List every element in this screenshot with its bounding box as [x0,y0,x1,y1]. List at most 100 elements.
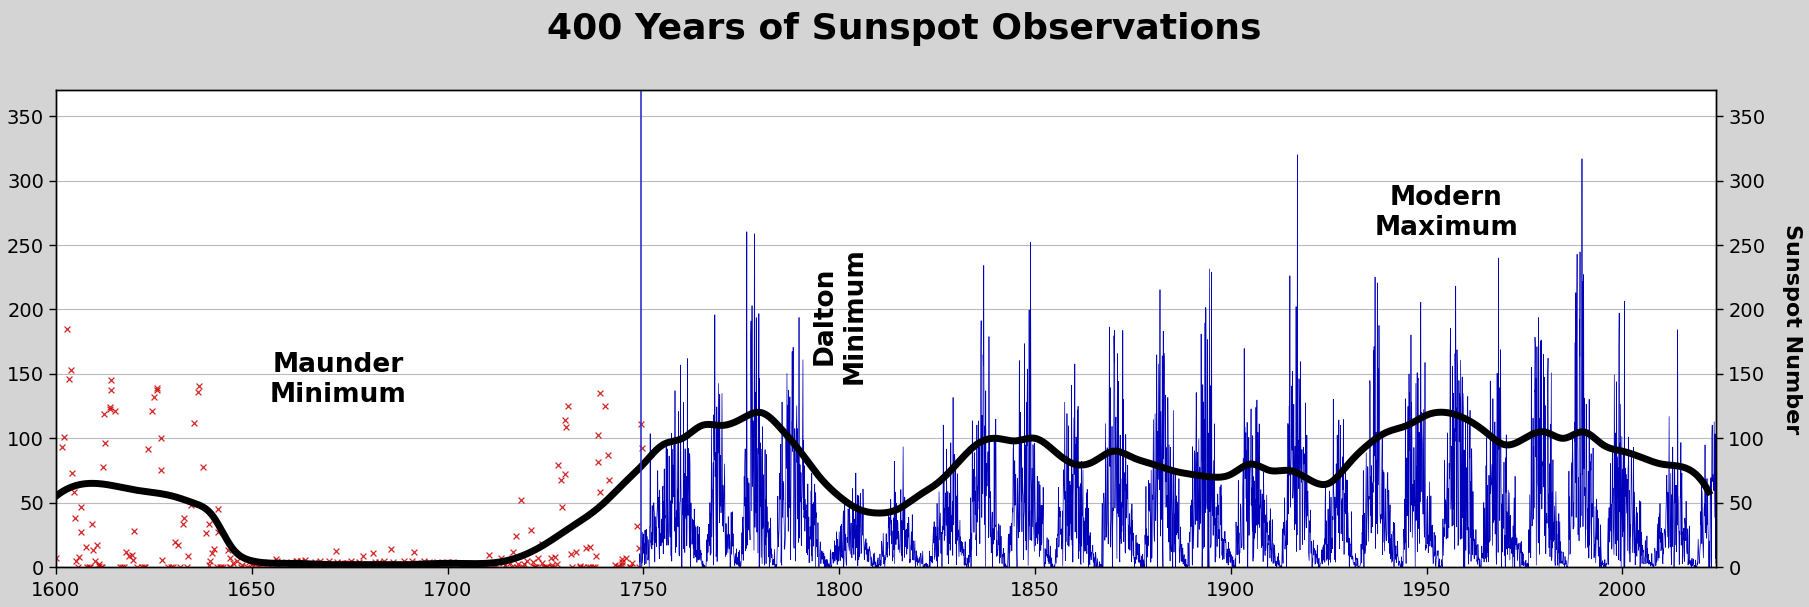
Point [499,547,528,557]
Point [56,365,85,375]
Point [286,556,315,566]
Point [353,560,382,570]
Point [617,558,646,568]
Point [130,562,159,572]
Point [564,561,593,571]
Point [487,553,516,563]
Point [456,560,485,570]
Point [497,562,526,572]
Point [255,561,284,571]
Point [615,562,644,572]
Point [286,561,315,571]
Point [87,562,116,572]
Point [264,562,293,572]
Point [443,558,472,568]
Point [508,562,537,572]
Point [519,557,548,566]
Text: 400 Years of Sunspot Observations: 400 Years of Sunspot Observations [548,12,1261,46]
Point [438,557,467,567]
Point [302,560,331,570]
Point [242,558,271,568]
Point [63,562,92,572]
Point [624,562,653,572]
Point [364,557,393,567]
Point [87,562,116,572]
Point [566,562,595,572]
Point [572,543,601,552]
Point [251,558,280,568]
Point [532,562,561,572]
Point [271,558,300,568]
Point [85,561,114,571]
Point [474,550,503,560]
Point [248,558,277,568]
Point [465,560,494,569]
Point [119,526,148,536]
Point [584,458,613,467]
Point [374,561,403,571]
Point [81,540,110,549]
Point [127,562,156,572]
Point [503,559,532,569]
Point [403,560,432,569]
Point [96,404,125,414]
Point [72,562,101,572]
Point [385,561,414,571]
Point [516,525,545,535]
Point [391,561,420,571]
Point [561,547,590,557]
Point [215,562,244,572]
Point [611,554,640,563]
Point [161,537,190,546]
Point [490,560,519,570]
Point [203,562,232,572]
Point [89,462,118,472]
Point [615,562,644,572]
Point [573,562,602,572]
Point [204,527,233,537]
Point [584,430,613,439]
Point [552,422,581,432]
Point [423,557,452,567]
Point [194,519,223,529]
Point [101,407,130,416]
Point [452,561,481,571]
Point [546,475,575,485]
Point [195,556,224,566]
Point [402,558,431,568]
Point [360,558,389,568]
Point [250,557,279,567]
Point [440,558,469,568]
Point [197,549,226,558]
Point [168,518,197,528]
Point [465,562,494,572]
Point [206,562,235,572]
Point [501,531,530,541]
Point [291,555,320,565]
Point [215,553,244,563]
Point [105,562,134,572]
Point [166,562,195,572]
Point [434,559,463,569]
Point [96,375,125,385]
Point [409,557,438,566]
Point [376,544,405,554]
Point [378,562,407,572]
Point [128,562,157,572]
Point [313,561,342,571]
Point [472,561,501,571]
Point [237,559,266,569]
Point [503,562,532,572]
Point [208,562,237,572]
Point [488,558,517,568]
Point [49,432,78,442]
Point [575,562,604,572]
Point [550,415,579,425]
Point [472,558,501,568]
Point [590,401,619,410]
Point [114,551,143,561]
Point [185,381,213,391]
Point [432,557,461,567]
Point [157,562,186,572]
Point [523,553,552,563]
